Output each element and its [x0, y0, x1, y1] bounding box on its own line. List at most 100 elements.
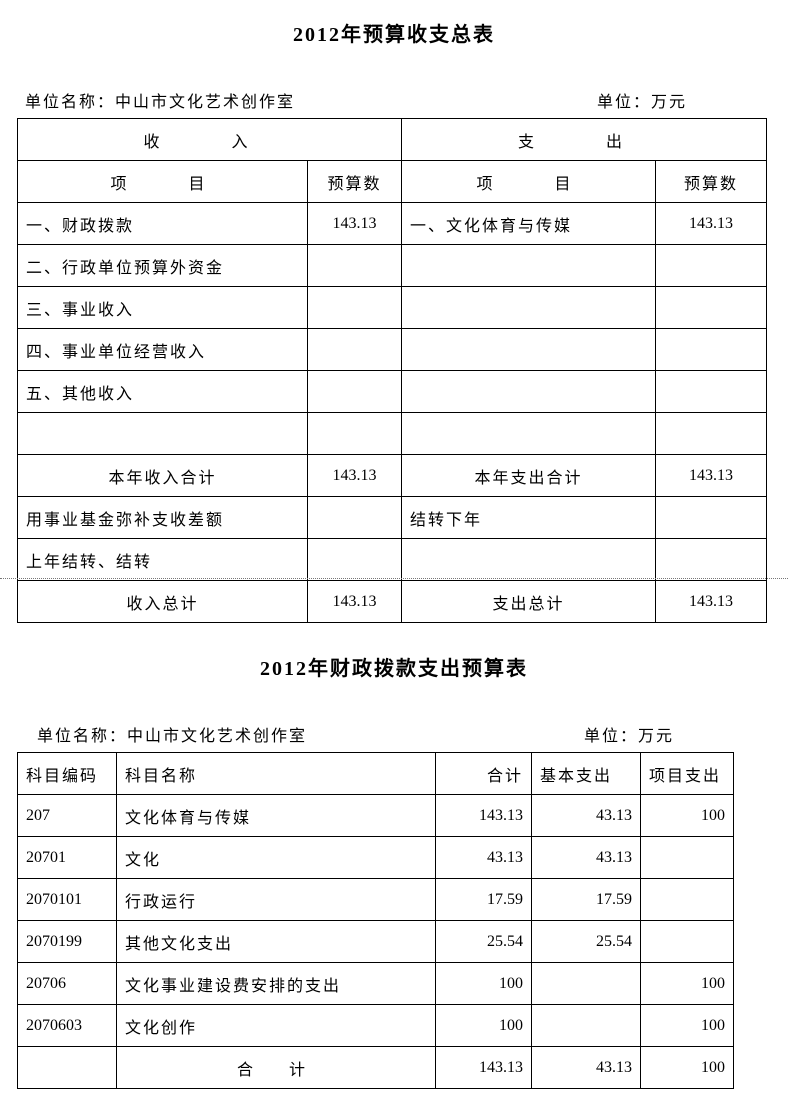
- table2-unit-name: 单位名称：中山市文化艺术创作室: [37, 728, 308, 745]
- basic-cell: [531, 962, 641, 1005]
- expense-value: [655, 412, 768, 455]
- project-cell: [640, 920, 734, 963]
- table1-unit: 单位：万元: [597, 94, 688, 111]
- code-cell: 2070603: [17, 1004, 117, 1047]
- total-header: 合计: [435, 752, 532, 795]
- project-cell: 100: [640, 962, 734, 1005]
- name-header: 科目名称: [116, 752, 436, 795]
- table1-title: 2012年预算收支总表: [293, 24, 495, 46]
- expense-item: 一、文化体育与传媒: [401, 202, 657, 245]
- income-value: [306, 496, 403, 539]
- income-value: 143.13: [306, 202, 403, 245]
- expense-value: [655, 244, 768, 287]
- total-row: 合 计 143.13 43.13 100: [17, 1046, 734, 1089]
- name-cell: 行政运行: [116, 878, 436, 921]
- income-item: 上年结转、结转: [17, 538, 308, 581]
- project-cell: [640, 836, 734, 879]
- income-value: [306, 370, 403, 413]
- empty-cell: [17, 1046, 117, 1089]
- expense-value: [655, 286, 768, 329]
- expense-value: [655, 538, 768, 581]
- expense-item-header: 项 目: [401, 160, 657, 203]
- basic-header: 基本支出: [531, 752, 641, 795]
- name-cell: 其他文化支出: [116, 920, 436, 963]
- basic-cell: 43.13: [531, 794, 641, 837]
- table-row: 四、事业单位经营收入: [17, 328, 768, 371]
- table-row: 2070603 文化创作 100 100: [17, 1004, 734, 1047]
- expense-header: 支 出: [401, 118, 768, 161]
- expense-budget-header: 预算数: [655, 160, 768, 203]
- table1-unit-name: 单位名称：中山市文化艺术创作室: [25, 94, 296, 111]
- expense-item: [401, 538, 657, 581]
- table-row: 2070101 行政运行 17.59 17.59: [17, 878, 734, 921]
- code-cell: 20706: [17, 962, 117, 1005]
- basic-cell: 43.13: [531, 836, 641, 879]
- income-value: 143.13: [306, 454, 403, 497]
- income-value: [306, 538, 403, 581]
- income-item: 一、财政拨款: [17, 202, 308, 245]
- table-row: [17, 412, 768, 455]
- income-value: 143.13: [306, 580, 403, 623]
- total-label: 合 计: [116, 1046, 436, 1089]
- income-value: [306, 412, 403, 455]
- table-row: 三、事业收入: [17, 286, 768, 329]
- table-row: 本年收入合计 143.13 本年支出合计 143.13: [17, 454, 768, 497]
- table-row: 一、财政拨款 143.13 一、文化体育与传媒 143.13: [17, 202, 768, 245]
- table-row: 20706 文化事业建设费安排的支出 100 100: [17, 962, 734, 1005]
- expense-value: 143.13: [655, 454, 768, 497]
- section-header-row: 收 入 支 出: [16, 118, 768, 161]
- table2-title: 2012年财政拨款支出预算表: [260, 658, 528, 680]
- project-header: 项目支出: [640, 752, 734, 795]
- income-value: [306, 244, 403, 287]
- table-row: 二、行政单位预算外资金: [17, 244, 768, 287]
- expense-item: 支出总计: [401, 580, 657, 623]
- table2-unit: 单位：万元: [584, 728, 675, 745]
- income-header: 收 入: [16, 118, 403, 161]
- income-item-header: 项 目: [17, 160, 308, 203]
- page-break-line: [0, 578, 788, 579]
- total-cell: 143.13: [435, 794, 532, 837]
- project-cell: [640, 878, 734, 921]
- table-row: 收入总计 143.13 支出总计 143.13: [17, 580, 768, 623]
- name-cell: 文化体育与传媒: [116, 794, 436, 837]
- expense-item: [401, 244, 657, 287]
- expense-item: [401, 286, 657, 329]
- total-basic: 43.13: [531, 1046, 641, 1089]
- expense-item: [401, 370, 657, 413]
- income-item: 用事业基金弥补支收差额: [17, 496, 308, 539]
- table-row: 用事业基金弥补支收差额 结转下年: [17, 496, 768, 539]
- total-sum: 143.13: [435, 1046, 532, 1089]
- expense-value: [655, 328, 768, 371]
- column-header-row: 科目编码 科目名称 合计 基本支出 项目支出: [17, 752, 734, 795]
- budget-summary-table: 收 入 支 出 项 目 预算数 项 目 预算数 一、财政拨款 143.13 一、文化…: [16, 118, 768, 623]
- code-cell: 207: [17, 794, 117, 837]
- income-item: 四、事业单位经营收入: [17, 328, 308, 371]
- expense-item: 本年支出合计: [401, 454, 657, 497]
- project-cell: 100: [640, 794, 734, 837]
- total-cell: 100: [435, 1004, 532, 1047]
- basic-cell: 17.59: [531, 878, 641, 921]
- table-row: 207 文化体育与传媒 143.13 43.13 100: [17, 794, 734, 837]
- income-item: 本年收入合计: [17, 454, 308, 497]
- table-row: 上年结转、结转: [17, 538, 768, 581]
- name-cell: 文化: [116, 836, 436, 879]
- expense-value: 143.13: [655, 202, 768, 245]
- income-item: 五、其他收入: [17, 370, 308, 413]
- project-cell: 100: [640, 1004, 734, 1047]
- total-cell: 100: [435, 962, 532, 1005]
- income-value: [306, 328, 403, 371]
- expense-value: 143.13: [655, 580, 768, 623]
- name-cell: 文化事业建设费安排的支出: [116, 962, 436, 1005]
- code-cell: 2070199: [17, 920, 117, 963]
- income-value: [306, 286, 403, 329]
- expense-item: [401, 328, 657, 371]
- total-cell: 43.13: [435, 836, 532, 879]
- income-budget-header: 预算数: [306, 160, 403, 203]
- appropriation-table: 科目编码 科目名称 合计 基本支出 项目支出 207 文化体育与传媒 143.13 4…: [17, 752, 734, 1089]
- column-header-row: 项 目 预算数 项 目 预算数: [17, 160, 768, 203]
- income-item: 二、行政单位预算外资金: [17, 244, 308, 287]
- total-project: 100: [640, 1046, 734, 1089]
- total-cell: 17.59: [435, 878, 532, 921]
- basic-cell: 25.54: [531, 920, 641, 963]
- total-cell: 25.54: [435, 920, 532, 963]
